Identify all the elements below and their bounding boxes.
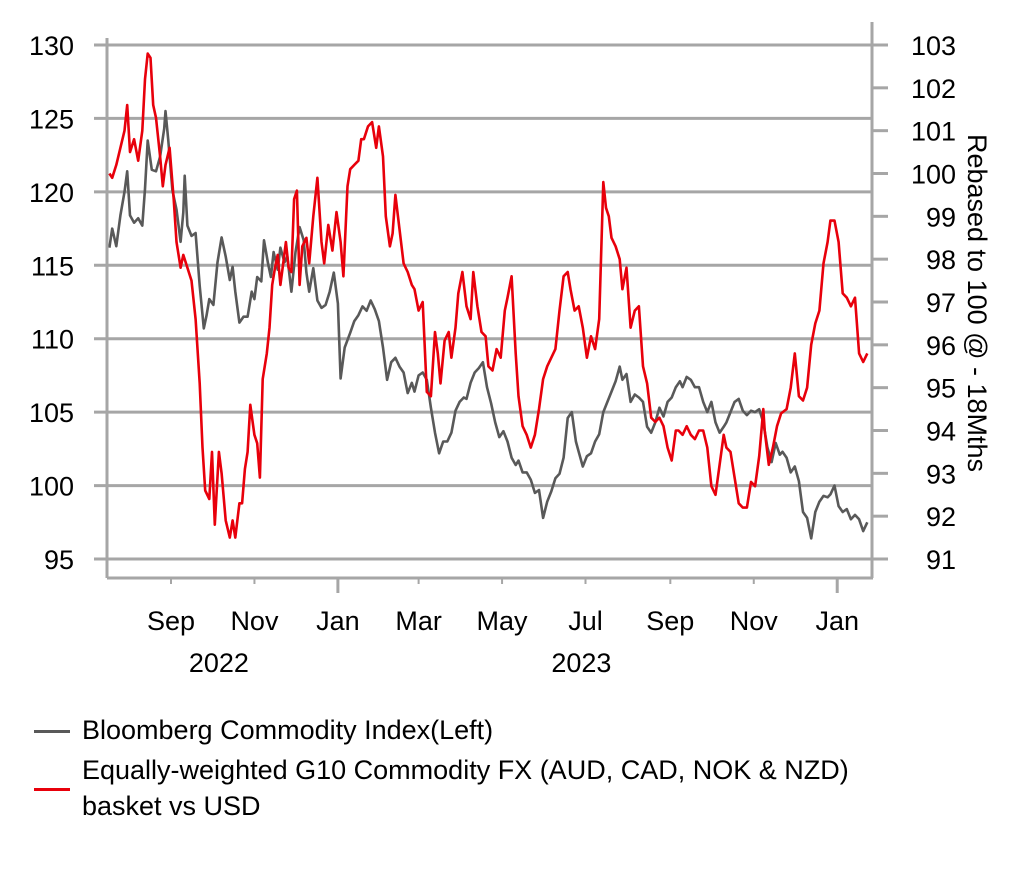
right-tick-label: 97	[926, 288, 956, 318]
x-tick-label: Sep	[646, 606, 694, 636]
x-tick-label: Jan	[316, 606, 360, 636]
x-year-label: 2023	[551, 648, 611, 678]
right-tick-label: 101	[911, 117, 956, 147]
series-line-fx-basket	[108, 52, 869, 539]
x-tick-label: Nov	[230, 606, 279, 636]
chart: 95 100 105 110 115 120 125 130 91 92 93 94 95 96 97 98…	[29, 22, 992, 678]
legend-label-fx-basket-line2: basket vs USD	[82, 791, 261, 821]
left-tick-label: 125	[29, 104, 74, 134]
right-tick-label: 96	[926, 331, 956, 361]
axes	[105, 22, 874, 580]
right-tick-label: 94	[926, 417, 956, 447]
right-tick-label: 100	[911, 160, 956, 190]
series-line-bcom	[108, 109, 869, 540]
x-tick-label: Nov	[730, 606, 779, 636]
legend-label-bcom: Bloomberg Commodity Index(Left)	[82, 715, 494, 745]
legend-label-fx-basket-line1: Equally-weighted G10 Commodity FX (AUD, …	[82, 755, 849, 785]
legend-item-fx-basket: Equally-weighted G10 Commodity FX (AUD, …	[34, 752, 849, 824]
left-tick-label: 95	[44, 545, 74, 575]
legend: Bloomberg Commodity Index(Left) Equally-…	[34, 712, 849, 828]
left-tick-label: 100	[29, 472, 74, 502]
x-axis-tick-labels: Sep Nov Jan Mar May Jul Sep Nov Jan 2022 2023	[147, 578, 859, 678]
x-tick-label: Jan	[815, 606, 859, 636]
legend-swatch-bcom	[34, 730, 70, 733]
left-tick-label: 115	[31, 251, 74, 281]
x-year-label: 2022	[189, 648, 249, 678]
right-tick-label: 99	[926, 202, 956, 232]
x-tick-label: May	[477, 606, 529, 636]
left-tick-label: 110	[31, 325, 74, 355]
x-tick-label: Jul	[568, 606, 603, 636]
right-tick-label: 98	[926, 245, 956, 275]
series-group	[108, 52, 869, 540]
right-tick-label: 93	[926, 459, 956, 489]
right-axis-title: Rebased to 100 @ - 18Mths	[962, 134, 992, 472]
legend-item-bcom: Bloomberg Commodity Index(Left)	[34, 712, 849, 748]
right-tick-label: 102	[911, 74, 956, 104]
x-tick-label: Mar	[395, 606, 442, 636]
left-tick-label: 105	[29, 398, 74, 428]
right-tick-label: 95	[926, 374, 956, 404]
left-tick-label: 120	[29, 178, 74, 208]
x-tick-label: Sep	[147, 606, 195, 636]
right-tick-label: 91	[926, 545, 956, 575]
left-axis-tick-labels: 95 100 105 110 115 120 125 130	[29, 31, 74, 575]
right-tick-label: 92	[926, 502, 956, 532]
left-tick-label: 130	[29, 31, 74, 61]
right-tick-label: 103	[911, 31, 956, 61]
right-axis-tick-labels: 91 92 93 94 95 96 97 98 99 100 101 102 103	[872, 31, 956, 575]
legend-swatch-fx-basket	[34, 788, 70, 791]
